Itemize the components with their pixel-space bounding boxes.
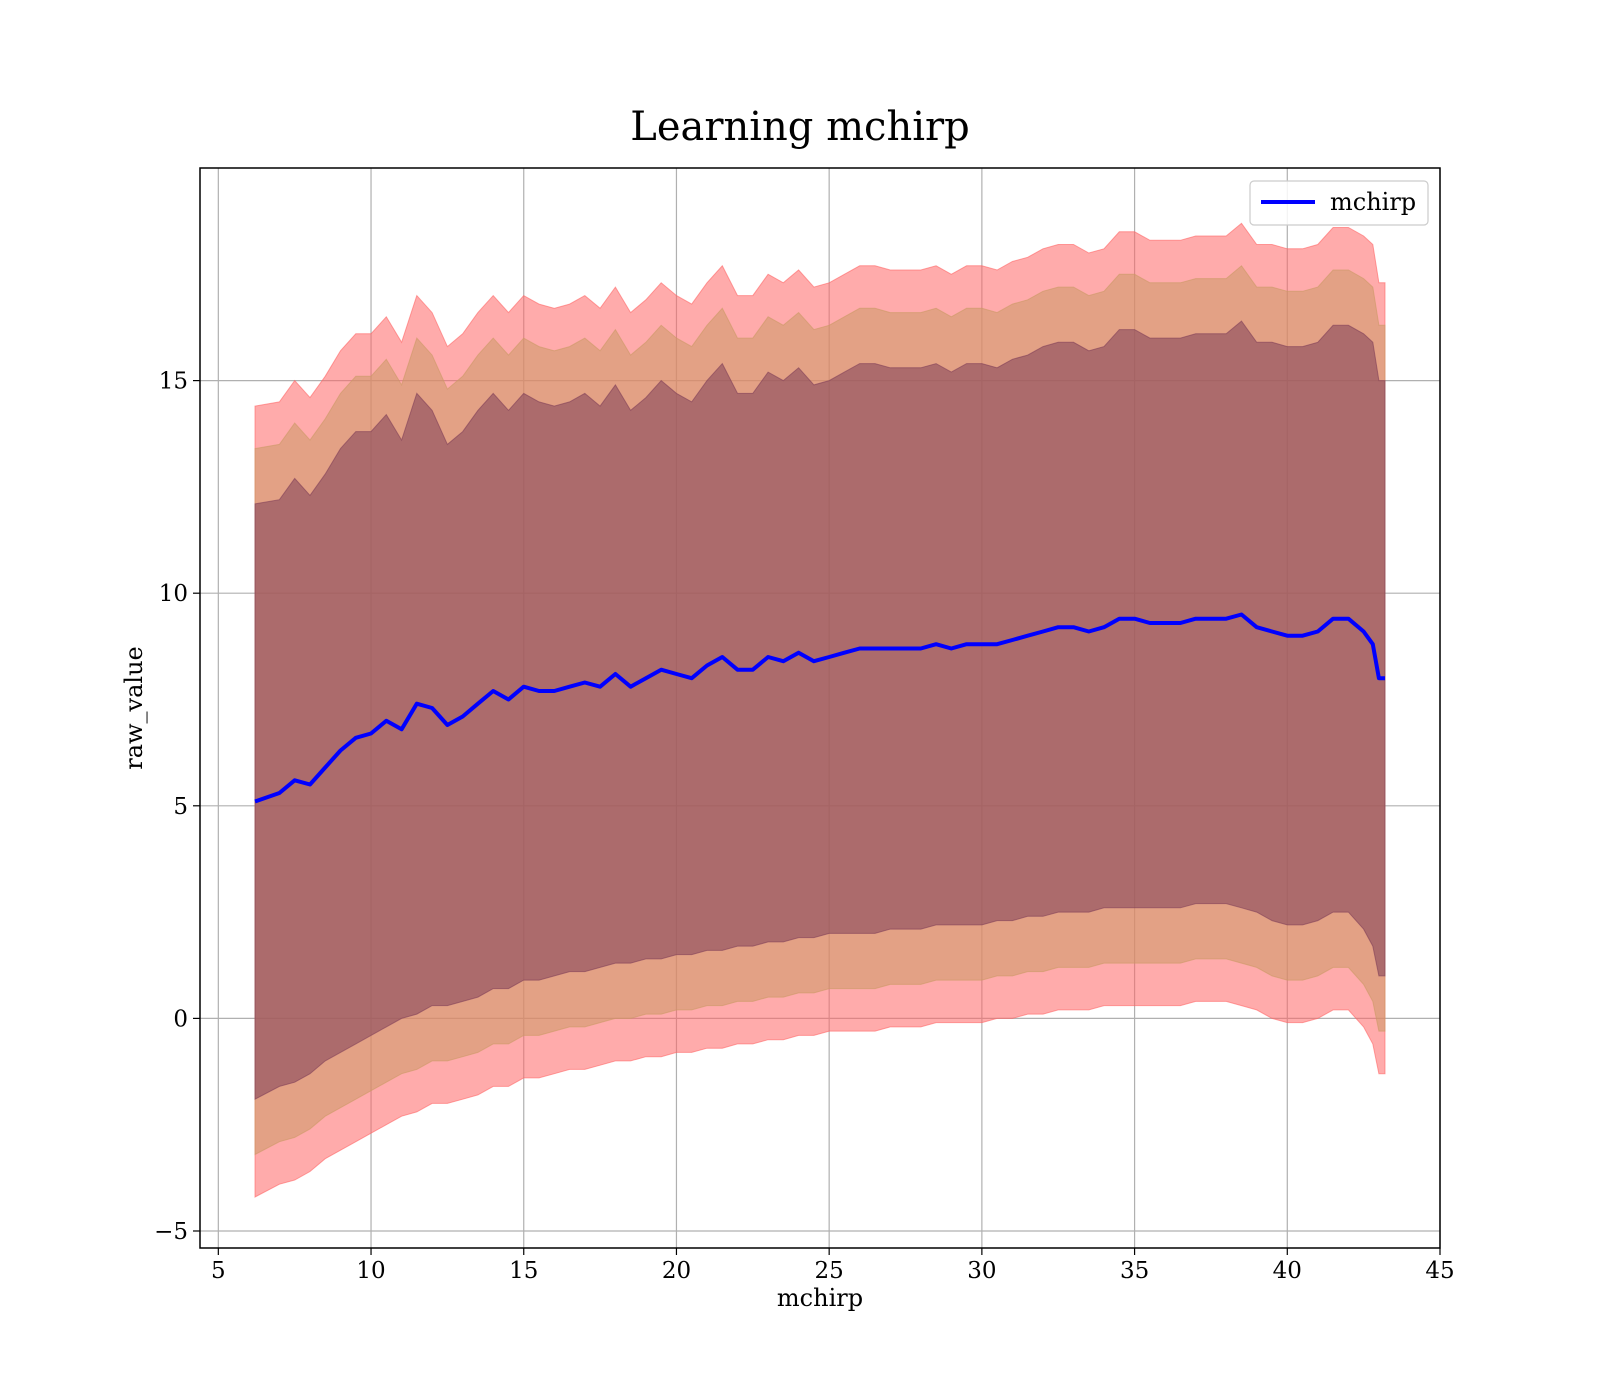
- axis-ticks: 5 10 15 20 25 30 35 40 45 −5 0 5 10 15: [154, 369, 1455, 1284]
- x-tick-label: 10: [356, 1258, 385, 1284]
- legend-box: [1249, 180, 1429, 226]
- legend: mchirp: [1249, 180, 1429, 226]
- y-axis-label: raw_value: [120, 646, 148, 770]
- x-axis-label: mchirp: [777, 1284, 863, 1312]
- y-tick-label: −5: [154, 1219, 188, 1245]
- y-tick-label: 10: [159, 581, 188, 607]
- x-tick-label: 40: [1273, 1258, 1302, 1284]
- x-tick-label: 5: [211, 1258, 226, 1284]
- y-tick-label: 0: [173, 1006, 188, 1032]
- band-inner: [254, 320, 1386, 1101]
- y-tick-label: 5: [173, 794, 188, 820]
- confidence-bands: [254, 222, 1386, 1198]
- chart-title: Learning mchirp: [630, 104, 969, 150]
- x-tick-label: 30: [967, 1258, 996, 1284]
- mean-line-layer: [254, 612, 1385, 804]
- legend-label-mchirp: mchirp: [1330, 188, 1416, 216]
- x-tick-label: 35: [1120, 1258, 1149, 1284]
- y-tick-label: 15: [159, 369, 188, 395]
- series-line-mchirp: [254, 612, 1385, 804]
- x-tick-label: 15: [509, 1258, 538, 1284]
- plot-frame: [199, 167, 1441, 1249]
- x-tick-label: 25: [815, 1258, 844, 1284]
- x-tick-label: 45: [1425, 1258, 1454, 1284]
- x-tick-label: 20: [662, 1258, 691, 1284]
